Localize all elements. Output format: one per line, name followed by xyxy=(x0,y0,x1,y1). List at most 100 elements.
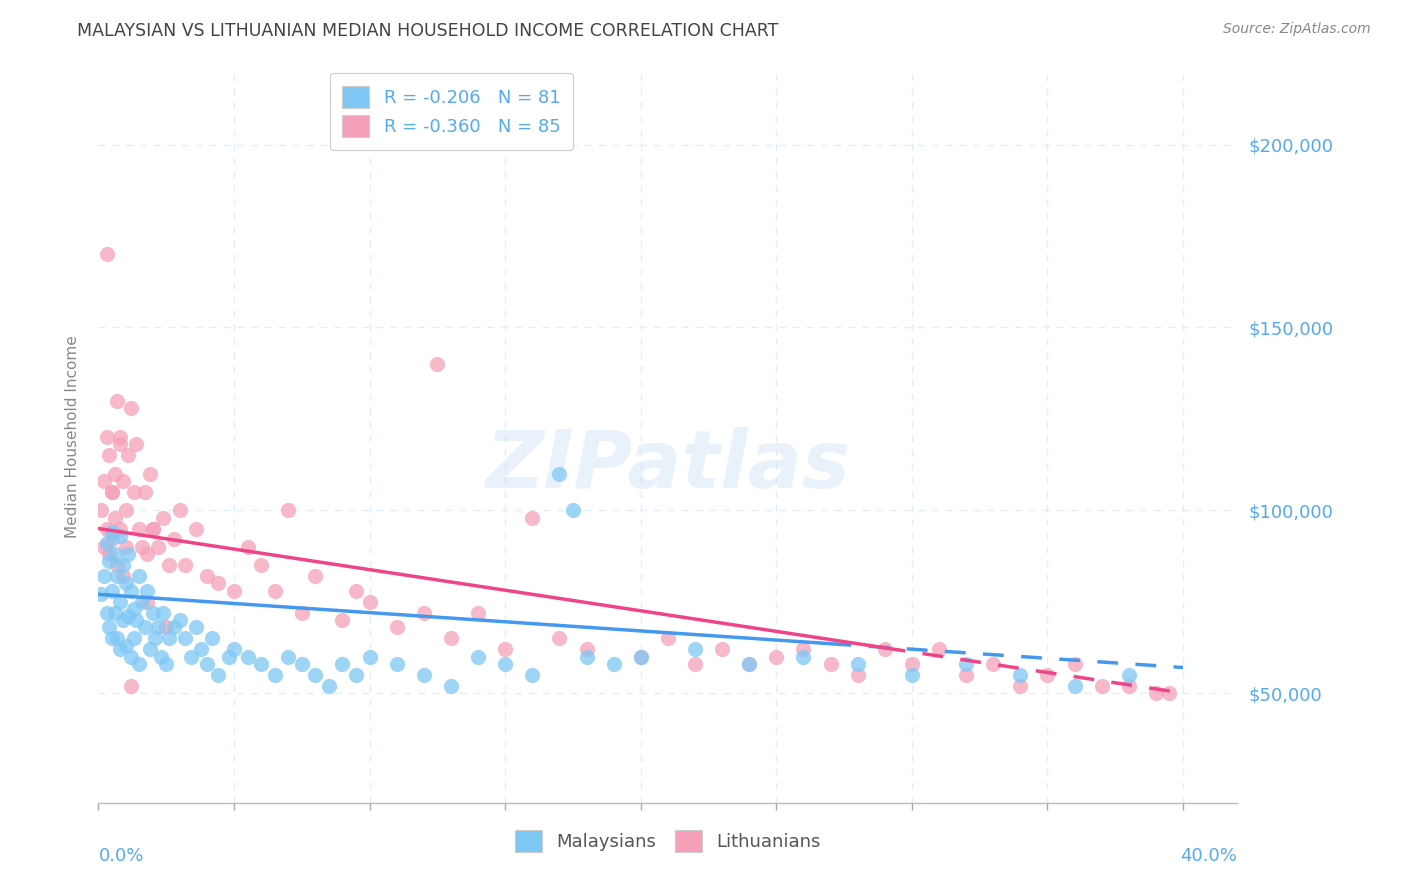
Point xyxy=(222,642,245,657)
Point xyxy=(139,642,162,657)
Point xyxy=(108,642,131,657)
Point xyxy=(155,657,177,671)
Point xyxy=(1010,679,1032,693)
Point xyxy=(602,657,624,671)
Point xyxy=(104,467,127,481)
Point xyxy=(494,642,516,657)
Point xyxy=(467,606,489,620)
Point xyxy=(846,657,869,671)
Point xyxy=(120,679,142,693)
Point xyxy=(117,609,139,624)
Point xyxy=(207,576,229,591)
Point xyxy=(114,576,136,591)
Point xyxy=(901,657,924,671)
Point xyxy=(440,632,463,646)
Point xyxy=(93,569,115,583)
Point xyxy=(1063,657,1085,671)
Point xyxy=(142,521,165,535)
Point xyxy=(222,583,245,598)
Point xyxy=(134,484,156,499)
Point xyxy=(98,554,121,568)
Point xyxy=(114,540,136,554)
Point xyxy=(765,649,787,664)
Point xyxy=(142,606,165,620)
Point xyxy=(901,667,924,681)
Point xyxy=(711,642,734,657)
Point xyxy=(90,587,112,601)
Point xyxy=(1091,679,1114,693)
Point xyxy=(96,430,118,444)
Point xyxy=(318,679,340,693)
Point xyxy=(359,594,381,608)
Point xyxy=(101,525,124,540)
Point xyxy=(575,642,598,657)
Point xyxy=(981,657,1004,671)
Point xyxy=(630,649,652,664)
Point xyxy=(96,247,118,261)
Point xyxy=(98,547,121,561)
Point xyxy=(107,558,129,573)
Point xyxy=(155,620,177,634)
Point xyxy=(1159,686,1181,700)
Point xyxy=(440,679,463,693)
Point xyxy=(125,437,148,451)
Point xyxy=(820,657,842,671)
Point xyxy=(304,667,326,681)
Point xyxy=(114,639,136,653)
Point xyxy=(163,533,186,547)
Point xyxy=(277,503,299,517)
Point xyxy=(738,657,761,671)
Point xyxy=(169,503,191,517)
Point xyxy=(111,569,134,583)
Y-axis label: Median Household Income: Median Household Income xyxy=(65,335,80,539)
Point xyxy=(359,649,381,664)
Point xyxy=(120,649,142,664)
Point xyxy=(111,558,134,573)
Legend: Malaysians, Lithuanians: Malaysians, Lithuanians xyxy=(508,823,828,860)
Point xyxy=(108,437,131,451)
Point xyxy=(122,632,145,646)
Point xyxy=(277,649,299,664)
Point xyxy=(111,474,134,488)
Point xyxy=(548,632,571,646)
Point xyxy=(114,503,136,517)
Point xyxy=(107,569,129,583)
Point xyxy=(149,649,172,664)
Point xyxy=(128,569,150,583)
Point xyxy=(385,657,408,671)
Point xyxy=(98,620,121,634)
Point xyxy=(344,583,367,598)
Point xyxy=(117,547,139,561)
Point xyxy=(142,521,165,535)
Point xyxy=(96,521,118,535)
Point xyxy=(467,649,489,664)
Point xyxy=(792,642,814,657)
Point xyxy=(157,558,180,573)
Point xyxy=(201,632,224,646)
Point xyxy=(101,533,124,547)
Point xyxy=(207,667,229,681)
Point xyxy=(494,657,516,671)
Point xyxy=(96,606,118,620)
Point xyxy=(846,667,869,681)
Point xyxy=(562,503,585,517)
Point xyxy=(131,594,153,608)
Point xyxy=(120,401,142,415)
Point xyxy=(263,667,285,681)
Point xyxy=(218,649,240,664)
Point xyxy=(146,540,169,554)
Point xyxy=(101,583,124,598)
Point xyxy=(955,667,977,681)
Point xyxy=(1063,679,1085,693)
Point xyxy=(1118,679,1140,693)
Point xyxy=(332,613,354,627)
Point xyxy=(236,649,259,664)
Point xyxy=(344,667,367,681)
Point xyxy=(630,649,652,664)
Point xyxy=(174,632,197,646)
Point xyxy=(122,602,145,616)
Point xyxy=(1144,686,1167,700)
Point xyxy=(101,484,124,499)
Point xyxy=(955,657,977,671)
Point xyxy=(104,606,127,620)
